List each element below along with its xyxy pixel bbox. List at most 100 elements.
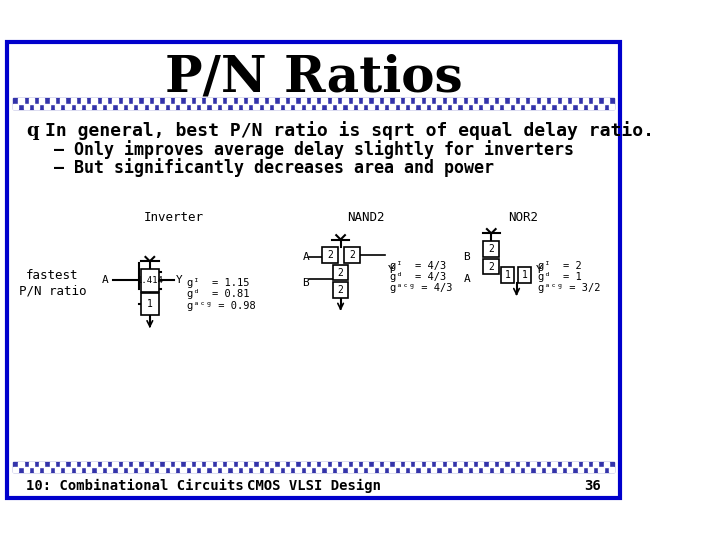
Bar [196, 98, 201, 104]
Bar [29, 462, 34, 467]
Text: Inverter: Inverter [144, 211, 204, 224]
Bar [342, 98, 348, 104]
Bar [567, 467, 572, 472]
Text: gᴵ  = 4/3: gᴵ = 4/3 [390, 261, 446, 271]
Text: A: A [464, 274, 470, 284]
Bar [337, 104, 342, 109]
Bar [207, 462, 212, 467]
Bar [384, 462, 390, 467]
Bar [285, 467, 290, 472]
Bar [13, 462, 614, 472]
Bar [279, 462, 285, 467]
Bar [159, 104, 165, 109]
Bar [149, 104, 154, 109]
Bar [295, 467, 300, 472]
Bar [149, 467, 154, 472]
Bar [290, 98, 295, 104]
Bar [483, 241, 499, 257]
Text: gᵈ  = 4/3: gᵈ = 4/3 [390, 272, 446, 282]
Bar [510, 98, 515, 104]
Text: NOR2: NOR2 [508, 211, 538, 224]
Bar [499, 98, 504, 104]
Bar [468, 462, 473, 467]
Text: 1: 1 [147, 299, 153, 309]
Bar [248, 462, 253, 467]
Bar [526, 467, 531, 472]
Bar [577, 467, 582, 472]
Bar [258, 98, 264, 104]
Bar [369, 104, 374, 109]
Bar [588, 104, 593, 109]
Bar [369, 467, 374, 472]
Bar [457, 98, 462, 104]
Bar [515, 467, 520, 472]
Bar [269, 98, 274, 104]
Bar [321, 462, 327, 467]
Bar [504, 104, 510, 109]
Bar [327, 104, 332, 109]
Text: 10: Combinational Circuits: 10: Combinational Circuits [26, 479, 244, 493]
Bar [567, 104, 572, 109]
Bar [264, 467, 269, 472]
Bar [96, 104, 102, 109]
Bar [175, 462, 180, 467]
Bar [483, 104, 489, 109]
Bar [332, 98, 337, 104]
Text: fastest
P/N ratio: fastest P/N ratio [19, 269, 86, 297]
Bar [175, 98, 180, 104]
Text: 2: 2 [327, 250, 333, 260]
Bar [499, 462, 504, 467]
Bar [191, 467, 196, 472]
Bar [363, 98, 369, 104]
Bar [588, 467, 593, 472]
Bar [379, 467, 384, 472]
Bar [478, 462, 483, 467]
Bar [212, 467, 217, 472]
Bar [363, 462, 369, 467]
Bar [562, 98, 567, 104]
Bar [420, 104, 426, 109]
Bar [141, 269, 158, 292]
Bar [374, 462, 379, 467]
Bar [395, 462, 400, 467]
Bar [603, 98, 609, 104]
Bar [285, 104, 290, 109]
Bar [353, 98, 358, 104]
Text: gᵈ  = 0.81: gᵈ = 0.81 [187, 289, 250, 299]
Bar [593, 462, 598, 467]
Bar [180, 467, 186, 472]
Bar [107, 104, 112, 109]
Bar [323, 247, 338, 263]
Bar [186, 462, 191, 467]
Bar [321, 98, 327, 104]
Bar [531, 98, 536, 104]
Bar [34, 104, 39, 109]
Bar [264, 104, 269, 109]
Bar [390, 467, 395, 472]
Bar [55, 104, 60, 109]
Bar [332, 462, 337, 467]
Bar [66, 467, 71, 472]
Bar [541, 462, 546, 467]
Bar [29, 98, 34, 104]
Bar [546, 104, 552, 109]
Bar [572, 462, 577, 467]
Bar [91, 98, 96, 104]
Text: gᵃᶜᵍ = 0.98: gᵃᶜᵍ = 0.98 [187, 301, 256, 310]
Bar [253, 467, 258, 472]
Bar [128, 104, 133, 109]
Text: 2: 2 [349, 250, 355, 260]
Bar [306, 104, 311, 109]
Bar [457, 462, 462, 467]
Bar [45, 467, 50, 472]
Bar [337, 467, 342, 472]
Bar [128, 467, 133, 472]
Bar [279, 98, 285, 104]
Bar [76, 104, 81, 109]
Bar [400, 104, 405, 109]
Bar [510, 462, 515, 467]
Bar [300, 462, 306, 467]
Bar [274, 467, 279, 472]
Text: gᵈ  = 1: gᵈ = 1 [539, 272, 582, 282]
Bar [55, 467, 60, 472]
